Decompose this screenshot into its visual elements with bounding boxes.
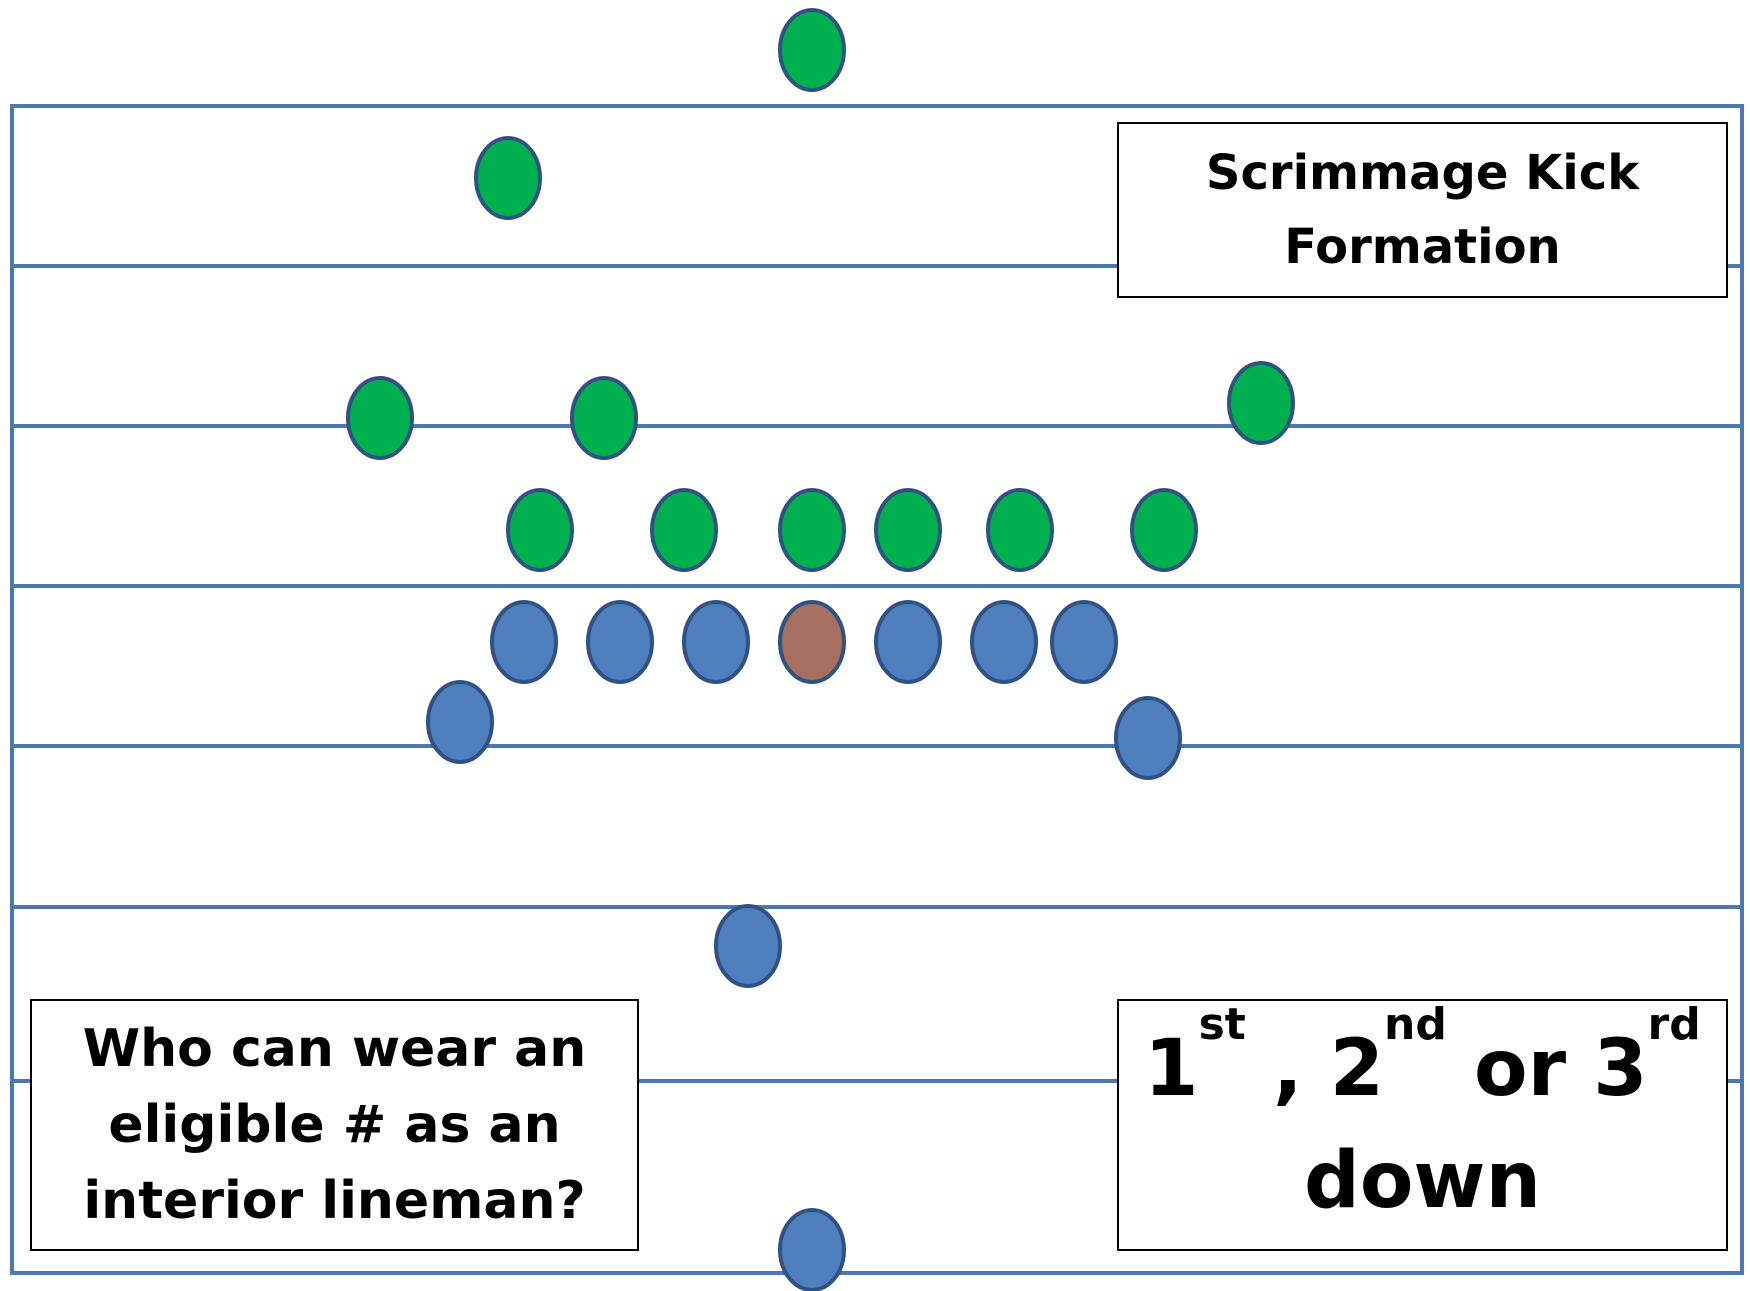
field-border <box>10 104 1744 1275</box>
offense-player <box>586 600 654 684</box>
title-box: Scrimmage Kick Formation <box>1117 122 1728 298</box>
defense-players <box>346 8 1295 572</box>
offense-players <box>426 600 1182 1291</box>
down-number-3: 3 <box>1593 1024 1648 1114</box>
offense-player <box>682 600 750 684</box>
center-player <box>778 600 846 684</box>
down-number-2: 2 <box>1329 1024 1385 1114</box>
defense-player <box>474 136 542 220</box>
down-number-1: 1 <box>1144 1024 1199 1114</box>
defense-player <box>570 376 638 460</box>
down-separator-2: or <box>1446 1024 1594 1114</box>
title-line-1: Scrimmage Kick <box>1205 145 1640 201</box>
offense-player <box>1050 600 1118 684</box>
question-line-2: eligible # as an <box>108 1095 561 1155</box>
down-box: 1st , 2nd or 3rd down <box>1117 999 1728 1251</box>
defense-player <box>650 488 718 572</box>
question-line-3: interior lineman? <box>83 1171 586 1231</box>
defense-player <box>346 376 414 460</box>
down-suffix-2: nd <box>1384 999 1447 1050</box>
defense-player <box>1130 488 1198 572</box>
down-suffix-3: rd <box>1647 999 1701 1050</box>
question-line-1: Who can wear an <box>82 1019 587 1079</box>
offense-player <box>426 680 494 764</box>
defense-player <box>1227 361 1295 445</box>
offense-player <box>1114 696 1182 780</box>
defense-player <box>506 488 574 572</box>
down-line-2: down <box>1303 1136 1541 1226</box>
title-line-2: Formation <box>1284 219 1561 275</box>
down-line-1: 1st , 2nd or 3rd <box>1144 1003 1700 1125</box>
defense-player <box>778 488 846 572</box>
offense-player <box>874 600 942 684</box>
question-box: Who can wear an eligible # as an interio… <box>30 999 639 1251</box>
offense-player <box>970 600 1038 684</box>
defense-player <box>874 488 942 572</box>
defense-player <box>778 8 846 92</box>
down-separator-1: , <box>1245 1024 1330 1114</box>
down-suffix-1: st <box>1198 999 1246 1050</box>
offense-player <box>490 600 558 684</box>
defense-player <box>986 488 1054 572</box>
offense-player <box>714 904 782 988</box>
offense-player <box>778 1208 846 1291</box>
